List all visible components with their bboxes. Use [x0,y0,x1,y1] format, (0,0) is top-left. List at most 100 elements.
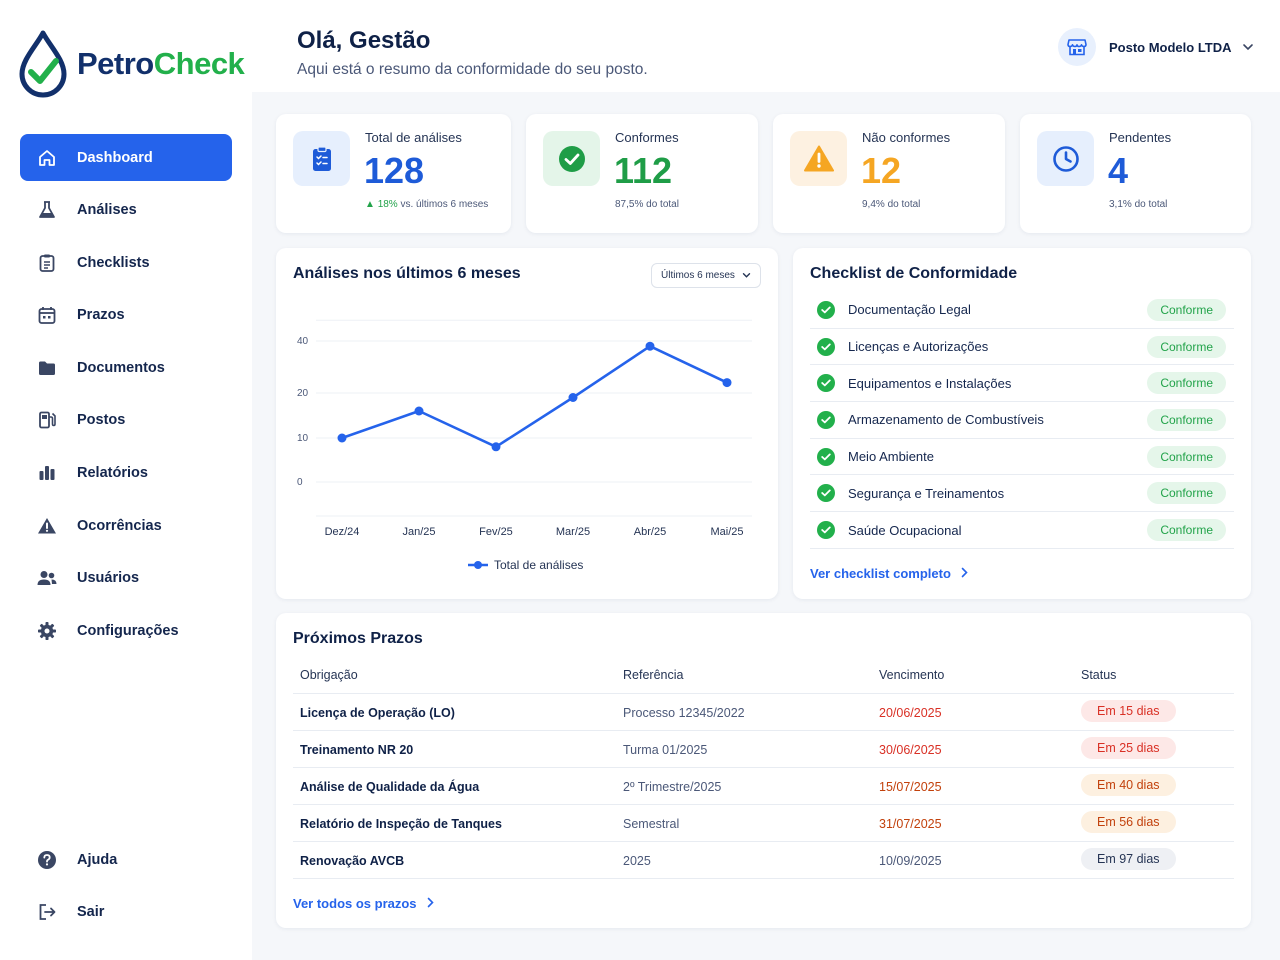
stat-trend-value: 18% [377,199,398,210]
stat-icon-box [790,131,847,186]
checklist-card: Checklist de Conformidade Documentação L… [793,248,1251,599]
sidebar-item-label: Postos [77,412,126,429]
stat-sub: 87,5% do total [615,199,679,210]
stat-label: Não conformes [862,130,951,145]
legend-marker [474,561,482,569]
home-icon [36,147,58,169]
sidebar-item-label: Usuários [77,570,140,587]
view-all-deadlines-link[interactable]: Ver todos os prazos [293,896,434,911]
checklist-item[interactable]: Meio Ambiente Conforme [810,439,1234,476]
series-line [340,344,729,449]
data-point [337,433,347,443]
column-header: Referência [623,668,684,682]
sidebar-item-sair[interactable]: Sair [20,889,232,936]
header-bar [252,0,1280,92]
logo[interactable]: PetroCheck [18,30,245,98]
check-circle-icon [817,521,835,540]
checklist-item[interactable]: Equipamentos e Instalações Conforme [810,365,1234,403]
checklist-item[interactable]: Documentação Legal Conforme [810,292,1234,329]
check-circle-icon [817,484,835,503]
data-point [645,341,655,351]
sidebar-item-analises[interactable]: Análises [20,187,232,234]
sidebar-item-label: Documentos [77,359,165,376]
sidebar-item-label: Prazos [77,307,125,324]
checklist-item[interactable]: Licenças e Autorizações Conforme [810,329,1234,366]
stat-icon-box [543,131,600,186]
logout-icon [36,901,58,923]
x-tick-label: Fev/25 [479,526,513,538]
bar-chart-icon [36,462,58,484]
table-row[interactable]: Treinamento NR 20 Turma 01/2025 30/06/2025… [293,731,1234,768]
sidebar-item-label: Análises [77,202,137,219]
brand-name-part1: Petro [77,46,154,81]
sidebar-item-ajuda[interactable]: Ajuda [20,836,232,883]
clipboard-icon [36,252,58,274]
sidebar-item-label: Configurações [77,622,179,639]
checklist-item-label: Segurança e Treinamentos [848,485,1005,501]
sidebar-item-prazos[interactable]: Prazos [20,292,232,339]
obligation-cell: Análise de Qualidade da Água [300,780,480,794]
checklist-item-label: Armazenamento de Combustíveis [848,412,1044,428]
stat-value: 112 [614,150,673,191]
stat-value: 128 [364,150,425,191]
status-badge: Em 25 dias [1081,737,1176,759]
stat-label: Pendentes [1109,130,1172,145]
page-subtitle: Aqui está o resumo da conformidade do se… [297,61,648,78]
checklist-item[interactable]: Segurança e Treinamentos Conforme [810,476,1234,513]
station-selector[interactable]: Posto Modelo LTDA [1058,28,1254,66]
y-tick-label: 10 [297,433,309,444]
stat-icon-box [1037,131,1094,186]
sidebar-item-dashboard[interactable]: Dashboard [20,134,232,181]
sidebar-item-checklists[interactable]: Checklists [20,239,232,286]
sidebar-item-label: Dashboard [77,149,153,166]
page-title: Olá, Gestão [297,27,431,54]
due-date-cell: 30/06/2025 [879,743,942,757]
checklist-item-label: Licenças e Autorizações [848,339,989,355]
table-row[interactable]: Análise de Qualidade da Água 2º Trimestre… [293,768,1234,805]
users-icon [36,567,58,589]
status-badge: Conforme [1147,335,1226,358]
view-checklist-link[interactable]: Ver checklist completo [810,566,968,581]
stat-card-conformes[interactable]: Conformes 112 87,5% do total [526,114,758,233]
reference-cell: Turma 01/2025 [623,743,708,757]
status-badge: Em 40 dias [1081,774,1176,796]
column-header: Vencimento [879,668,945,682]
sidebar-item-label: Sair [77,904,105,921]
sidebar-item-documentos[interactable]: Documentos [20,344,232,391]
due-date-cell: 31/07/2025 [879,817,942,831]
obligation-cell: Licença de Operação (LO) [300,706,455,720]
x-tick-label: Mai/25 [710,526,743,538]
checklist-item[interactable]: Saúde Ocupacional Conforme [810,512,1234,549]
stat-card-nao-conformes[interactable]: Não conformes 12 9,4% do total [773,114,1005,233]
stat-card-pendentes[interactable]: Pendentes 4 3,1% do total [1020,114,1251,233]
main-nav: Dashboard Análises Checklists Prazos Doc… [20,134,232,660]
sidebar-item-configuracoes[interactable]: Configurações [20,607,232,654]
status-badge: Conforme [1147,445,1226,468]
checklist-item-label: Saúde Ocupacional [848,522,962,538]
stat-card-total[interactable]: Total de análises 128 ▲ 18% vs. últimos … [276,114,511,233]
sidebar-item-relatorios[interactable]: Relatórios [20,450,232,497]
status-badge: Em 56 dias [1081,811,1176,833]
check-circle-icon [817,300,835,319]
sidebar-item-postos[interactable]: Postos [20,397,232,444]
sidebar-item-usuarios[interactable]: Usuários [20,555,232,602]
obligation-cell: Relatório de Inspeção de Tanques [300,817,502,831]
column-header: Status [1081,668,1117,682]
period-select[interactable]: Últimos 6 meses [651,263,761,288]
table-row[interactable]: Licença de Operação (LO) Processo 12345/2… [293,694,1234,731]
table-row[interactable]: Relatório de Inspeção de Tanques Semestra… [293,805,1234,842]
line-chart: 0 10 20 40 Dez/24 Jan/25 Fev/25 Mar/25 Abr/25 Mai… [297,319,752,572]
reference-cell: 2º Trimestre/2025 [623,780,722,794]
obligation-cell: Renovação AVCB [300,854,405,868]
checklist-item[interactable]: Armazenamento de Combustíveis Conforme [810,402,1234,439]
reference-cell: Processo 12345/2022 [623,706,745,720]
table-row[interactable]: Renovação AVCB 2025 10/09/2025 Em 97 dias [293,842,1234,879]
trend-up-icon: ▲ [365,199,378,210]
x-tick-label: Abr/25 [634,526,666,538]
x-tick-label: Dez/24 [325,526,360,538]
status-badge: Em 15 dias [1081,700,1176,722]
sidebar-item-ocorrencias[interactable]: Ocorrências [20,502,232,549]
stat-label: Conformes [615,130,679,145]
status-badge: Em 97 dias [1081,848,1176,870]
gear-icon [36,620,58,642]
